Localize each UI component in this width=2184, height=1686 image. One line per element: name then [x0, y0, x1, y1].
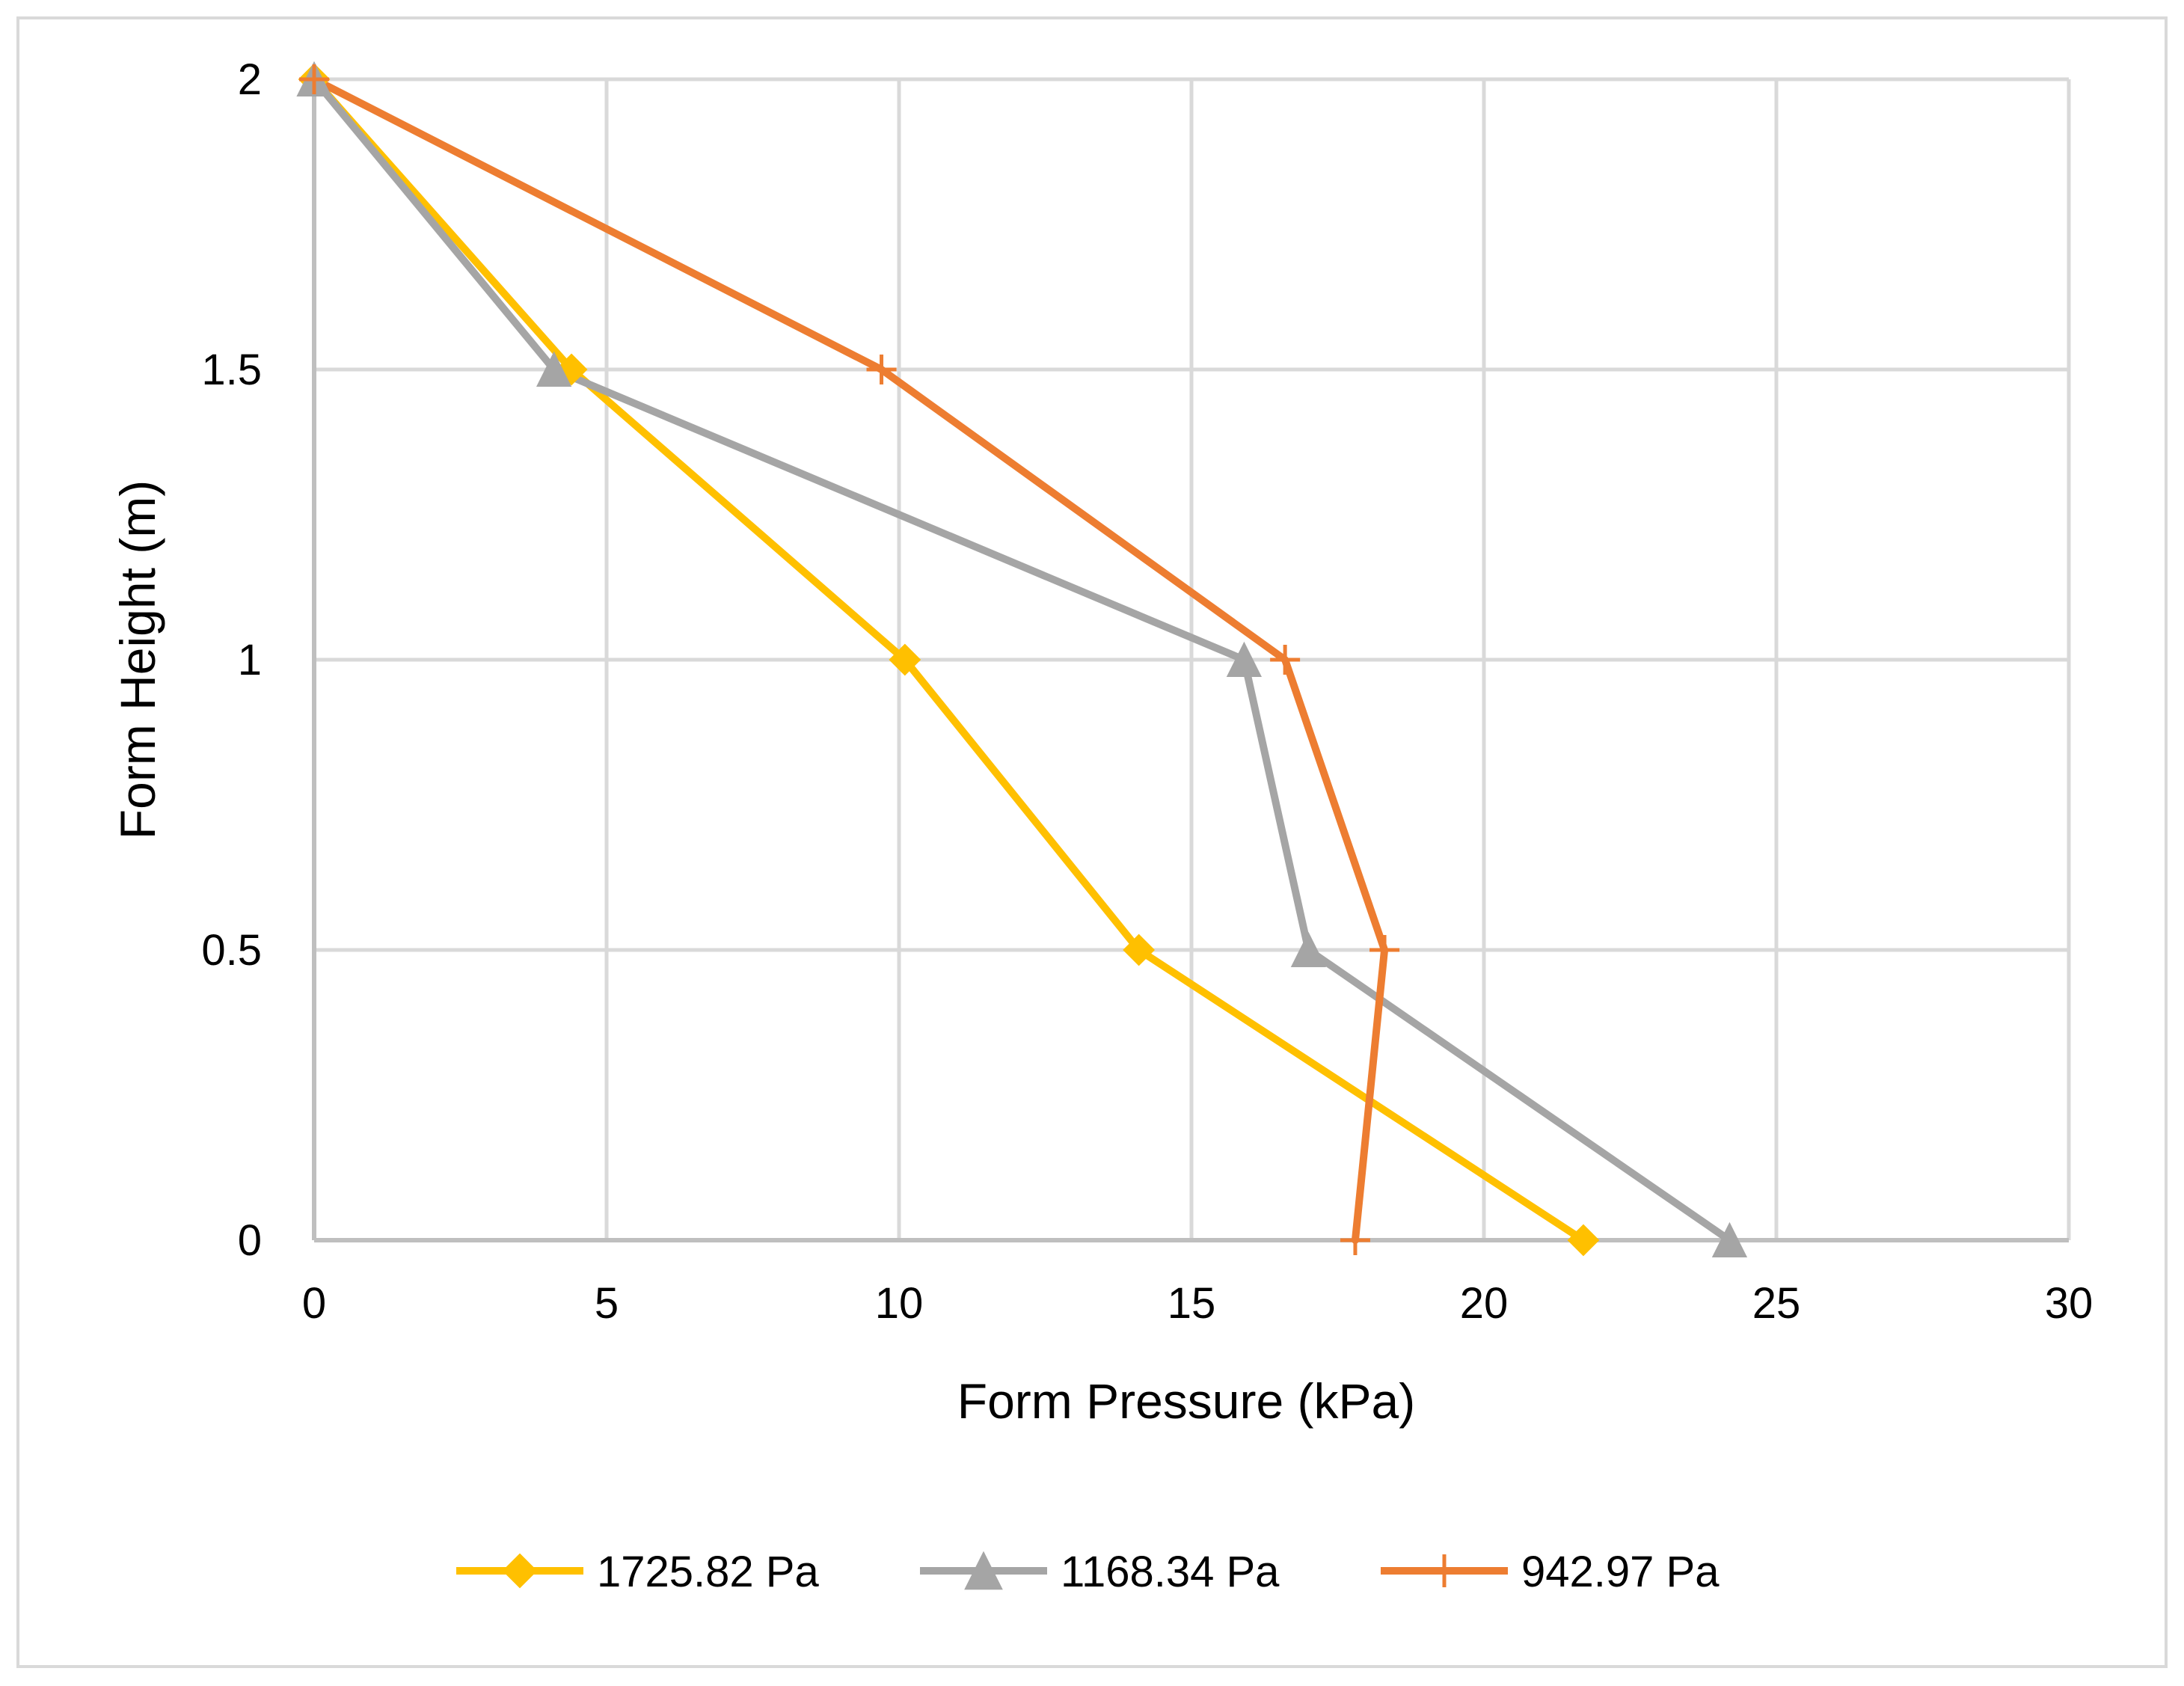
data-point-series-1	[889, 643, 921, 676]
y-tick-label: 1	[238, 636, 262, 684]
x-tick-label: 30	[2045, 1279, 2093, 1328]
data-point-series-3	[1270, 645, 1301, 675]
x-tick-label: 5	[595, 1279, 619, 1328]
y-tick-label: 1.5	[201, 346, 262, 394]
data-point-series-3	[1340, 1225, 1370, 1255]
x-tick-label: 0	[302, 1279, 326, 1328]
data-point-series-1	[1123, 934, 1156, 966]
data-point-series-3	[299, 64, 329, 94]
y-tick-labels: 0 0.5 1 1.5 2	[201, 55, 262, 1265]
legend[interactable]: 1725.82 Pa 1168.34 Pa 942.97 Pa	[456, 1548, 1720, 1596]
legend-item-2[interactable]: 1168.34 Pa	[920, 1548, 1280, 1596]
y-tick-label: 0.5	[201, 926, 262, 975]
legend-marker	[1428, 1554, 1461, 1587]
legend-item-3[interactable]: 942.97 Pa	[1381, 1548, 1720, 1596]
legend-label: 1168.34 Pa	[1061, 1548, 1280, 1596]
x-tick-labels: 0 5 10 15 20 25 30	[302, 1279, 2093, 1328]
x-axis-label: Form Pressure (kPa)	[957, 1373, 1415, 1429]
legend-label: 942.97 Pa	[1521, 1548, 1720, 1596]
gridlines	[314, 77, 2071, 1240]
x-tick-label: 10	[875, 1279, 924, 1328]
data-point-series-2	[1226, 641, 1262, 677]
data-point-series-2	[536, 351, 572, 387]
axes	[312, 79, 2069, 1242]
data-point-series-1	[1567, 1224, 1600, 1257]
legend-item-1[interactable]: 1725.82 Pa	[456, 1548, 819, 1596]
y-tick-label: 2	[238, 55, 262, 104]
series-markers	[296, 61, 1748, 1257]
y-tick-label: 0	[238, 1216, 262, 1265]
legend-marker	[502, 1553, 538, 1589]
data-point-series-3	[1369, 935, 1400, 965]
legend-label: 1725.82 Pa	[597, 1548, 819, 1596]
legend-marker	[964, 1551, 1003, 1590]
x-tick-label: 15	[1168, 1279, 1216, 1328]
x-tick-label: 25	[1752, 1279, 1801, 1328]
data-point-series-3	[866, 355, 897, 384]
x-tick-label: 20	[1460, 1279, 1509, 1328]
y-axis-label: Form Height (m)	[110, 480, 165, 839]
data-point-series-2	[1711, 1221, 1748, 1257]
data-point-series-2	[1290, 931, 1327, 967]
chart-frame	[16, 16, 2168, 1668]
